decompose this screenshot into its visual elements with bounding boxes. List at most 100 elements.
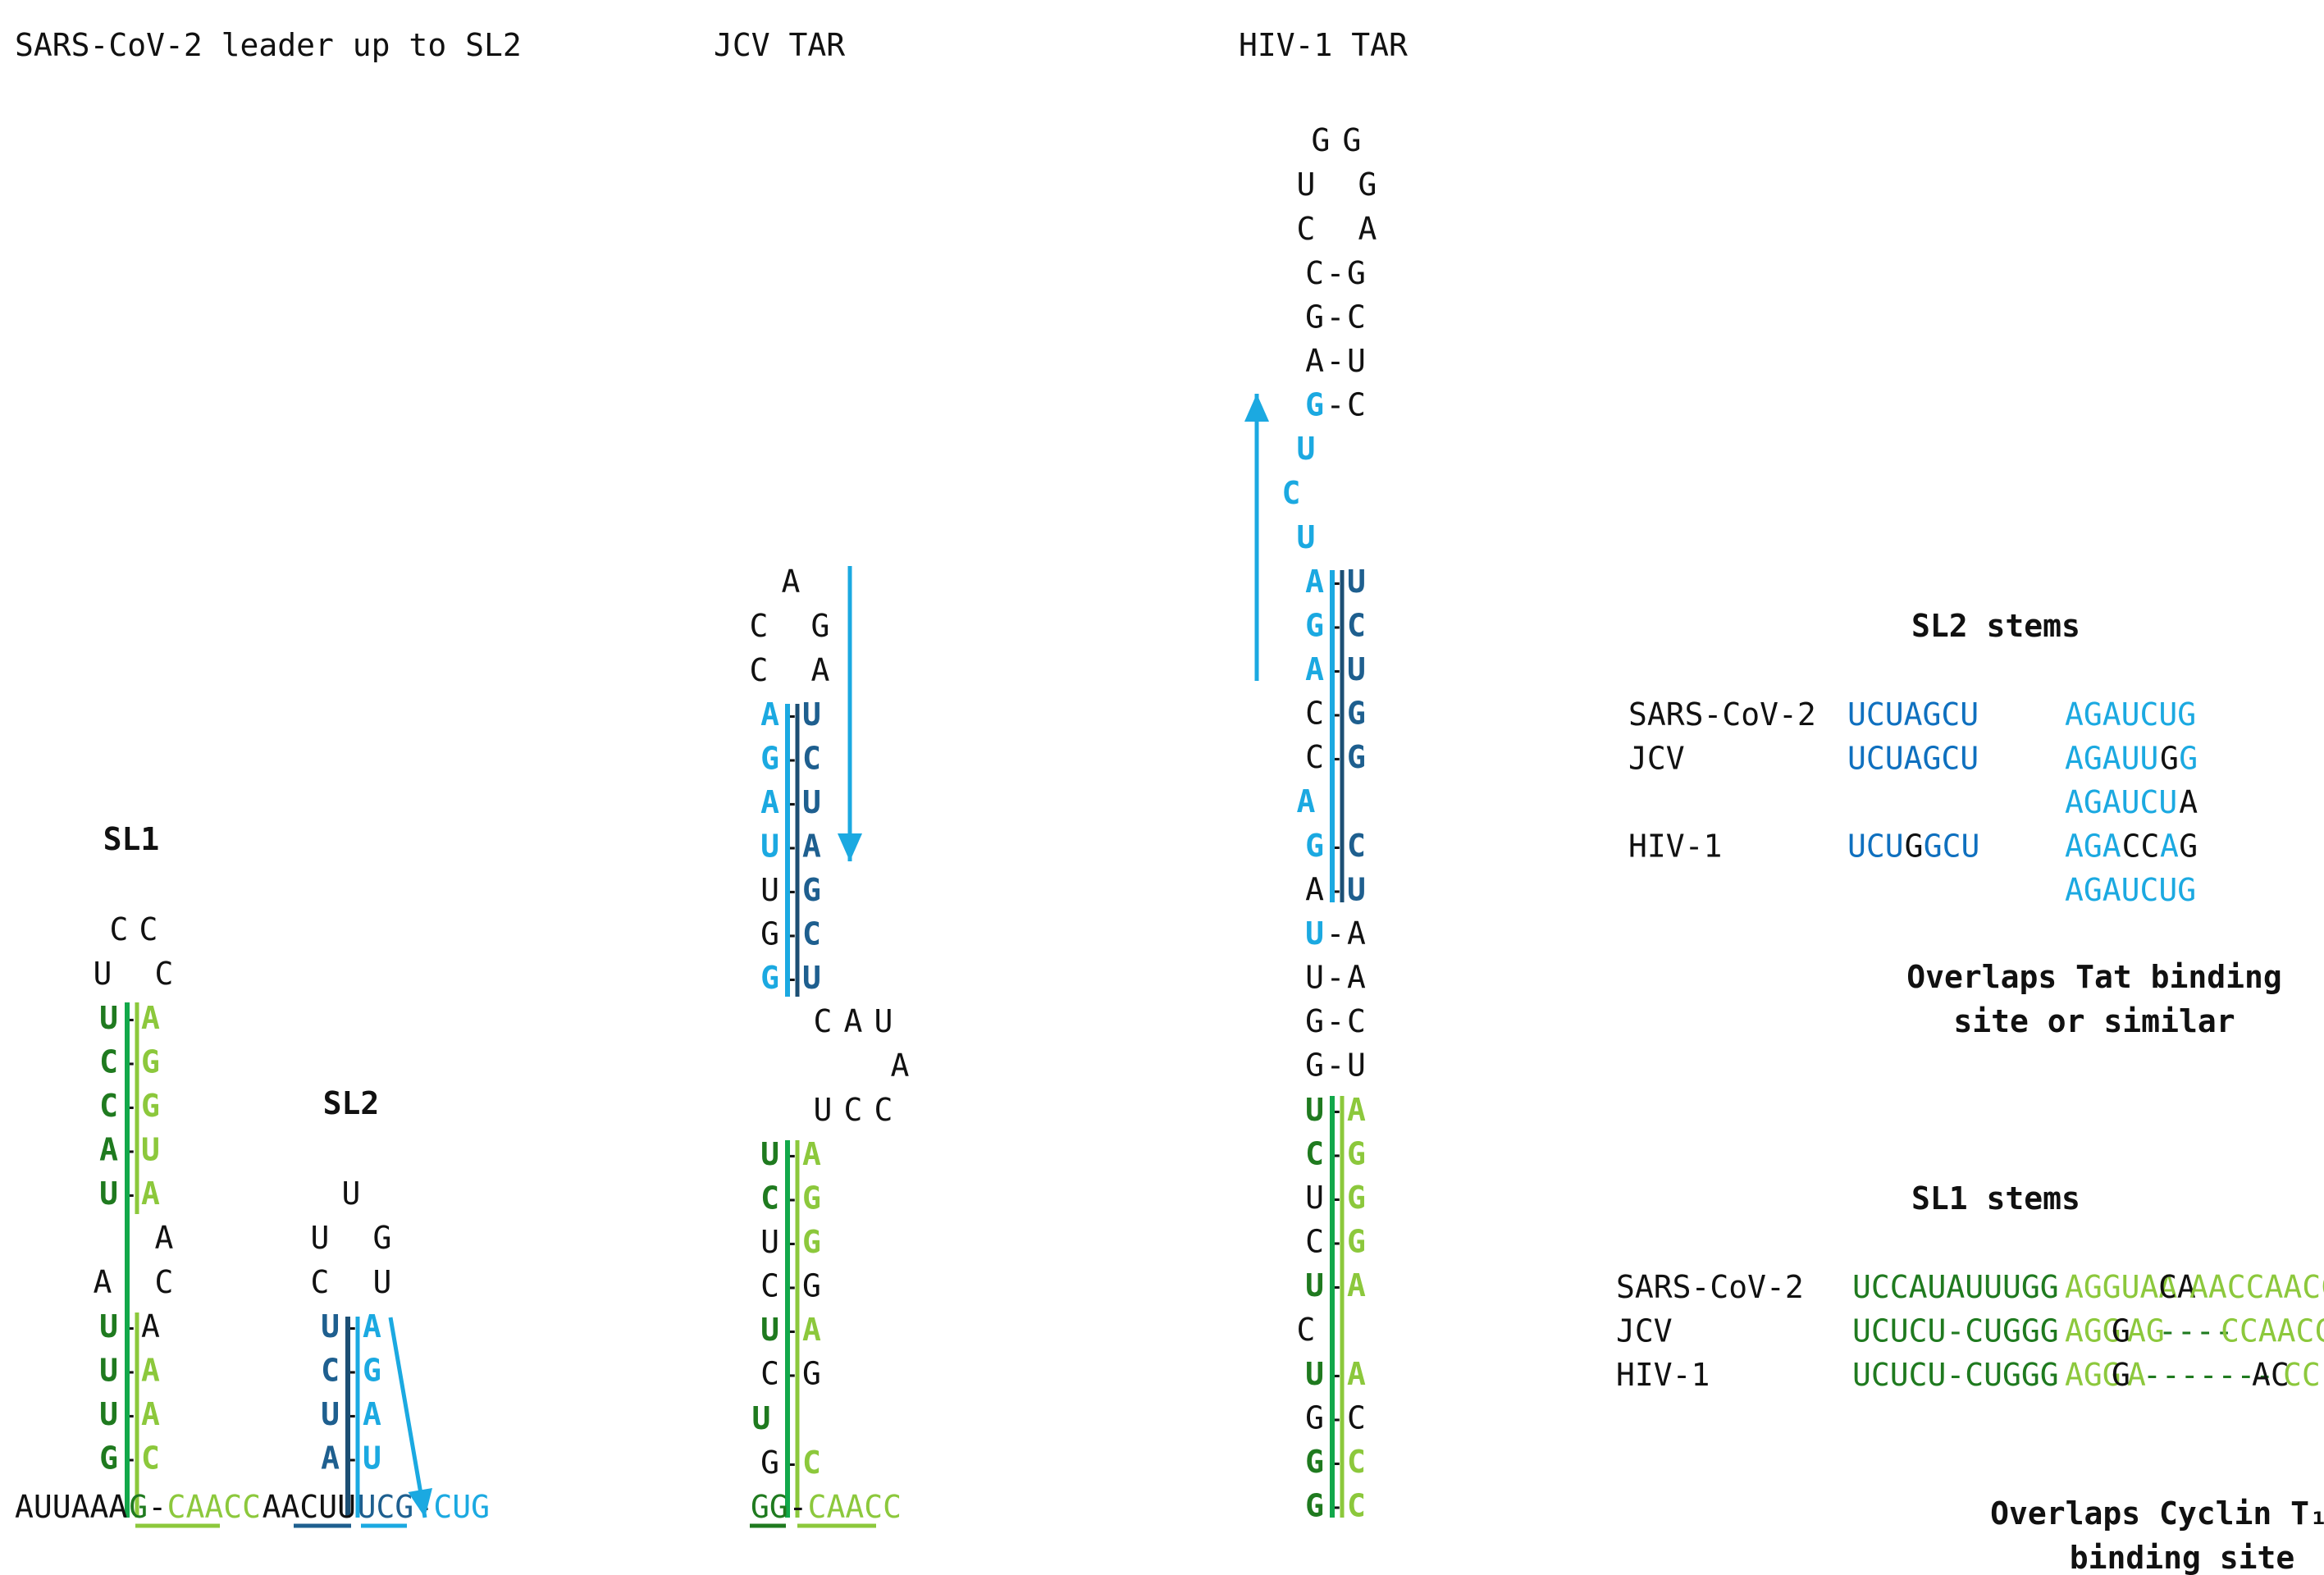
base-pair-nucleotide: C xyxy=(1305,255,1324,291)
base-pair-nucleotide: A xyxy=(1347,960,1366,996)
nucleotide: C xyxy=(110,911,129,947)
sl1-stems-title: SL1 stems xyxy=(1911,1180,2080,1217)
sars-leader-baseline: AUUAAA xyxy=(15,1489,127,1525)
base-pair-nucleotide: A xyxy=(802,1312,821,1348)
base-pair-nucleotide: A xyxy=(363,1396,381,1432)
nucleotide: C xyxy=(139,911,158,947)
base-pair-nucleotide: U xyxy=(760,1224,779,1260)
base-pair-nucleotide: U xyxy=(99,1353,118,1389)
pair-bond: - xyxy=(1326,255,1345,291)
base-pair-nucleotide: G xyxy=(802,872,821,908)
sl1-right-stem: AGG xyxy=(2065,1357,2121,1393)
nucleotide: G xyxy=(811,608,830,644)
base-pair-nucleotide: U xyxy=(1305,915,1324,952)
base-pair-nucleotide: C xyxy=(760,1268,779,1304)
base-pair-nucleotide: U xyxy=(1347,872,1366,908)
sl2-right-stem: AGAUCUG xyxy=(2065,696,2196,733)
base-pair-nucleotide: A xyxy=(141,1353,160,1389)
sl1-right-stem: ------- xyxy=(2143,1357,2274,1393)
base-pair-nucleotide: U xyxy=(760,1312,779,1348)
base-pair-nucleotide: G xyxy=(363,1353,381,1389)
sl1-right-stem: CA xyxy=(2158,1269,2196,1305)
organism-label: JCV xyxy=(1628,741,1685,777)
sl1-note: Overlaps Cyclin T₁ xyxy=(1990,1495,2324,1532)
sl2-right-stem: AGAUCU xyxy=(2065,784,2177,820)
base-pair-nucleotide: G xyxy=(1305,1048,1324,1084)
base-pair-nucleotide: U xyxy=(1347,564,1366,600)
base-pair-nucleotide: G xyxy=(99,1440,118,1477)
sars-leader-baseline: AACUU xyxy=(263,1489,356,1525)
base-pair-nucleotide: U xyxy=(99,1308,118,1344)
base-pair-nucleotide: C xyxy=(1347,387,1366,423)
nucleotide: C xyxy=(750,652,769,688)
nucleotide: C xyxy=(844,1092,863,1128)
jcv-baseline: GG xyxy=(751,1489,788,1525)
sl1-right-stem: AGGUAA xyxy=(2065,1269,2177,1305)
base-pair-nucleotide: G xyxy=(802,1356,821,1392)
base-pair-nucleotide: U xyxy=(1305,1092,1324,1128)
base-pair-nucleotide: C xyxy=(1347,608,1366,644)
base-pair-nucleotide: G xyxy=(802,1224,821,1260)
base-pair-nucleotide: A xyxy=(1305,564,1324,600)
sl1-right-stem: ---- xyxy=(2158,1313,2234,1349)
nucleotide: A xyxy=(1297,783,1316,819)
base-pair-nucleotide: A xyxy=(141,1176,160,1212)
nucleotide: U xyxy=(814,1092,833,1128)
sl1-right-stem: G xyxy=(2112,1357,2130,1393)
nucleotide: U xyxy=(752,1400,771,1436)
sl2-right-stem: CC xyxy=(2122,829,2160,865)
sl2-note: site or similar xyxy=(1953,1003,2235,1039)
organism-label: SARS-CoV-2 xyxy=(1616,1269,1804,1305)
nucleotide: G xyxy=(1358,167,1377,203)
nucleotide: A xyxy=(1358,211,1377,247)
base-pair-nucleotide: U xyxy=(760,872,779,908)
base-pair-nucleotide: A xyxy=(363,1308,381,1344)
organism-label: JCV xyxy=(1616,1313,1673,1349)
nucleotide: C xyxy=(1297,1312,1316,1348)
title-hiv-1-tar: HIV-1 TAR xyxy=(1239,27,1408,63)
base-pair-nucleotide: G xyxy=(1305,828,1324,864)
pair-bond: - xyxy=(1326,1048,1345,1084)
nucleotide: C xyxy=(155,956,174,992)
base-pair-nucleotide: C xyxy=(99,1044,118,1080)
sl2-stems-title: SL2 stems xyxy=(1911,608,2080,644)
base-pair-nucleotide: C xyxy=(760,1180,779,1217)
sars-leader-baseline: G xyxy=(129,1489,148,1525)
organism-label: HIV-1 xyxy=(1628,829,1722,865)
base-pair-nucleotide: C xyxy=(99,1088,118,1124)
nucleotide: A xyxy=(844,1003,863,1039)
sl2-left-stem: GCU xyxy=(1924,829,1980,865)
base-pair-nucleotide: G xyxy=(1347,1224,1366,1260)
nucleotide: U xyxy=(874,1003,893,1039)
nucleotide: U xyxy=(1297,519,1316,555)
nucleotide: U xyxy=(342,1176,361,1212)
nucleotide: A xyxy=(891,1048,910,1084)
sl2-left-stem: G xyxy=(1905,829,1924,865)
sl2-right-stem: AGAUCUG xyxy=(2065,872,2196,908)
jcv-arrow-head xyxy=(838,833,862,861)
base-pair-nucleotide: C xyxy=(1305,1136,1324,1172)
nucleotide: G xyxy=(1312,122,1331,158)
nucleotide: C xyxy=(874,1092,893,1128)
sl1-label: SL1 xyxy=(103,821,160,857)
base-pair-nucleotide: C xyxy=(1347,1444,1366,1480)
base-pair-nucleotide: C xyxy=(1347,828,1366,864)
base-pair-nucleotide: C xyxy=(802,916,821,952)
base-pair-nucleotide: G xyxy=(1347,696,1366,732)
nucleotide: U xyxy=(311,1220,330,1256)
pair-bond: - xyxy=(1326,343,1345,379)
base-pair-nucleotide: U xyxy=(363,1440,381,1477)
sl2-right-stem: A xyxy=(2179,784,2198,820)
nucleotide: U xyxy=(1297,167,1316,203)
title-jcv-tar: JCV TAR xyxy=(714,27,845,63)
base-pair-nucleotide: G xyxy=(1347,1136,1366,1172)
base-pair-nucleotide: U xyxy=(802,960,821,996)
sl2-label: SL2 xyxy=(323,1085,380,1121)
base-pair-nucleotide: A xyxy=(760,696,779,733)
sl2-right-stem: G xyxy=(2179,741,2198,777)
base-pair-nucleotide: A xyxy=(1347,915,1366,952)
sl2-right-stem: G xyxy=(2179,829,2198,865)
sl1-left-stem: UCUCU-CUGGG xyxy=(1852,1313,2059,1349)
